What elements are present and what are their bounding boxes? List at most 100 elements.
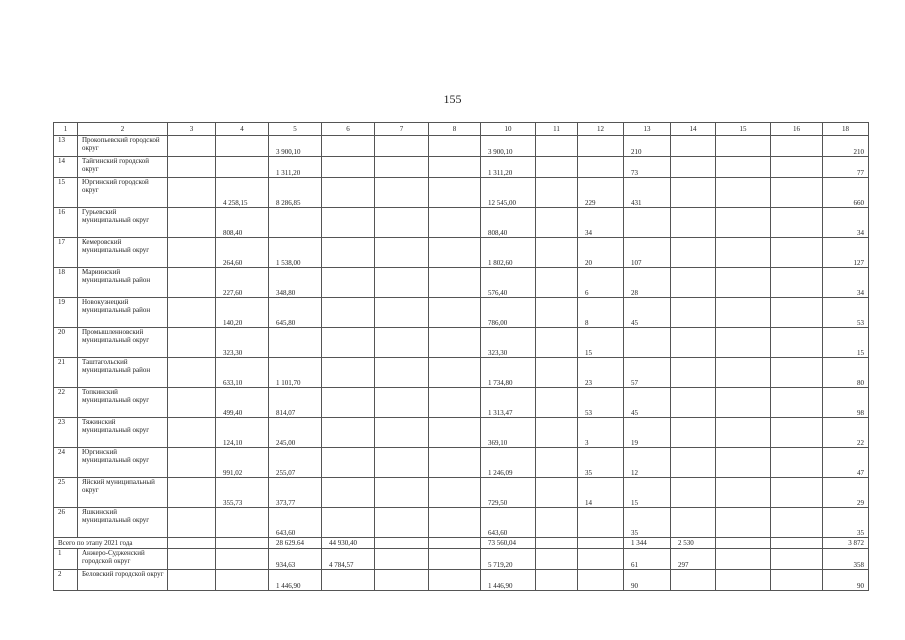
- header-row: 1 2 3 4 5 6 7 8 10 11 12 13 14 15 16 18: [53, 122, 869, 136]
- table-cell: 53: [822, 297, 869, 328]
- table-cell: [374, 417, 429, 448]
- table-cell: [215, 156, 269, 178]
- table-cell: [374, 297, 429, 328]
- table-cell: 19: [623, 417, 671, 448]
- column-header: 11: [535, 122, 578, 136]
- table-cell: [268, 327, 322, 358]
- table-cell: [715, 237, 771, 268]
- table-cell: 3: [577, 417, 624, 448]
- table-cell: 255,07: [268, 447, 322, 478]
- table-cell: 22: [822, 417, 869, 448]
- table-cell: [670, 477, 716, 508]
- table-cell: [321, 387, 375, 418]
- column-header: 14: [670, 122, 716, 136]
- table-cell: [374, 237, 429, 268]
- table-cell: 1 246,09: [480, 447, 536, 478]
- table-cell: [715, 548, 771, 570]
- table-cell: [770, 177, 823, 208]
- table-cell: [428, 207, 481, 238]
- municipality-name: Яшкинский муниципальный округ: [77, 507, 168, 538]
- table-cell: 808,40: [215, 207, 269, 238]
- data-table: 1 2 3 4 5 6 7 8 10 11 12 13 14 15 16 18 13 Прокопьевский …: [53, 122, 869, 591]
- table-cell: [770, 267, 823, 298]
- municipality-name: Топкинский муниципальный округ: [77, 387, 168, 418]
- table-cell: 808,40: [480, 207, 536, 238]
- table-cell: 1 101,70: [268, 357, 322, 388]
- table-cell: 991,02: [215, 447, 269, 478]
- table-cell: [770, 417, 823, 448]
- table-cell: [167, 569, 216, 591]
- table-cell: [770, 297, 823, 328]
- municipality-name: Тяжинский муниципальный округ: [77, 417, 168, 448]
- table-cell: [321, 207, 375, 238]
- table-cell: 90: [623, 569, 671, 591]
- table-cell: 4 258,15: [215, 177, 269, 208]
- table-cell: 28: [623, 267, 671, 298]
- table-cell: [167, 357, 216, 388]
- table-cell: 35: [623, 507, 671, 538]
- table-cell: [215, 569, 269, 591]
- table-cell: [715, 156, 771, 178]
- table-cell: [428, 548, 481, 570]
- table-cell: 643,60: [268, 507, 322, 538]
- table-cell: [428, 569, 481, 591]
- municipality-name: Юргинский муниципальный округ: [77, 447, 168, 478]
- table-cell: 1 734,80: [480, 357, 536, 388]
- table-cell: 53: [577, 387, 624, 418]
- table-cell: [167, 135, 216, 157]
- table-cell: [770, 387, 823, 418]
- table-cell: 15: [822, 327, 869, 358]
- table-cell: 6: [577, 267, 624, 298]
- table-cell: [715, 357, 771, 388]
- table-cell: 80: [822, 357, 869, 388]
- table-cell: [167, 507, 216, 538]
- table-cell: 1 311,20: [268, 156, 322, 178]
- row-number: 22: [53, 387, 78, 418]
- table-row: 23 Тяжинский муниципальный округ 124,10 245…: [53, 417, 869, 448]
- row-number: 20: [53, 327, 78, 358]
- column-header: 6: [321, 122, 375, 136]
- row-number: 18: [53, 267, 78, 298]
- table-cell: [535, 237, 578, 268]
- table-cell: 4 784,57: [321, 548, 375, 570]
- municipality-name: Промышленновский муниципальный округ: [77, 327, 168, 358]
- table-row: 14 Тайгинский городской округ 1 311,20 1 31…: [53, 156, 869, 178]
- table-row: 13 Прокопьевский городской округ 3 900,10 3…: [53, 135, 869, 157]
- table-cell: 210: [822, 135, 869, 157]
- table-cell: 12 545,00: [480, 177, 536, 208]
- table-cell: [770, 569, 823, 591]
- table-cell: [770, 135, 823, 157]
- table-cell: [770, 156, 823, 178]
- table-cell: 431: [623, 177, 671, 208]
- table-cell: 1 538,00: [268, 237, 322, 268]
- table-cell: 77: [822, 156, 869, 178]
- table-cell: [167, 417, 216, 448]
- table-cell: 210: [623, 135, 671, 157]
- table-cell: [577, 156, 624, 178]
- table-cell: [535, 357, 578, 388]
- table-cell: 786,00: [480, 297, 536, 328]
- column-header: 3: [167, 122, 216, 136]
- table-cell: [535, 177, 578, 208]
- table-cell: [374, 177, 429, 208]
- column-header: 15: [715, 122, 771, 136]
- table-cell: [715, 207, 771, 238]
- table-cell: [167, 447, 216, 478]
- table-cell: 297: [670, 548, 716, 570]
- row-number: 23: [53, 417, 78, 448]
- table-cell: 369,10: [480, 417, 536, 448]
- table-cell: [374, 569, 429, 591]
- table-cell: 124,10: [215, 417, 269, 448]
- table-cell: 229: [577, 177, 624, 208]
- table-cell: [670, 327, 716, 358]
- table-cell: [215, 548, 269, 570]
- table-cell: 1 446,90: [480, 569, 536, 591]
- table-cell: [428, 135, 481, 157]
- table-cell: [321, 297, 375, 328]
- table-cell: [374, 267, 429, 298]
- table-cell: [167, 387, 216, 418]
- column-header: 5: [268, 122, 322, 136]
- table-cell: 3 900,10: [268, 135, 322, 157]
- table-cell: [715, 387, 771, 418]
- row-number: 24: [53, 447, 78, 478]
